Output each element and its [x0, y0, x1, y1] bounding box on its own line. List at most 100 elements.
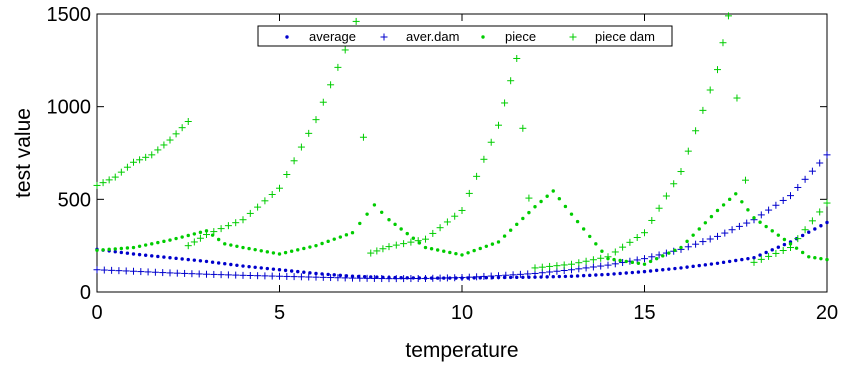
- series-0-point: [819, 224, 822, 227]
- series-0-point: [691, 265, 694, 268]
- series-2-point: [783, 238, 786, 241]
- legend-label: average: [309, 29, 356, 44]
- series-0-point: [570, 275, 573, 278]
- series-0-point: [649, 269, 652, 272]
- series-2-point: [771, 229, 774, 232]
- legend-label: aver.dam: [406, 29, 459, 44]
- series-0-point: [783, 243, 786, 246]
- x-tick-label: 0: [91, 302, 102, 324]
- series-2-point: [777, 233, 780, 236]
- legend-0-point: [285, 35, 288, 38]
- series-0-point: [716, 262, 719, 265]
- series-2-point: [801, 251, 804, 254]
- series-2-point: [387, 218, 390, 221]
- series-2-point: [655, 257, 658, 260]
- series-2-point: [412, 237, 415, 240]
- series-2-point: [545, 195, 548, 198]
- series-0-point: [272, 267, 275, 270]
- series-0-point: [199, 259, 202, 262]
- series-2-point: [722, 203, 725, 206]
- series-2-point: [576, 220, 579, 223]
- series-2-point: [661, 254, 664, 257]
- series-0-point: [290, 269, 293, 272]
- series-0-point: [618, 272, 621, 275]
- series-0-point: [698, 264, 701, 267]
- series-0-point: [515, 276, 518, 279]
- y-axis-label: test value: [12, 108, 35, 198]
- series-2-point: [223, 242, 226, 245]
- series-0-point: [132, 252, 135, 255]
- series-2-point: [120, 247, 123, 250]
- series-2-point: [290, 250, 293, 253]
- series-0-point: [284, 269, 287, 272]
- x-tick-label: 20: [816, 302, 838, 324]
- series-2-point: [825, 258, 828, 261]
- series-2-point: [107, 248, 110, 251]
- series-2-point: [570, 212, 573, 215]
- series-2-point: [199, 231, 202, 234]
- series-2-point: [752, 216, 755, 219]
- series-2-point: [126, 246, 129, 249]
- series-2-point: [241, 246, 244, 249]
- series-2-point: [807, 255, 810, 258]
- series-0-point: [412, 276, 415, 279]
- series-2-point: [618, 259, 621, 262]
- series-0-point: [333, 273, 336, 276]
- series-0-point: [521, 276, 524, 279]
- series-2-point: [612, 258, 615, 261]
- series-2-point: [454, 252, 457, 255]
- series-2-point: [296, 248, 299, 251]
- series-2-point: [679, 246, 682, 249]
- series-2-point: [144, 243, 147, 246]
- series-2-point: [685, 240, 688, 243]
- series-0-point: [174, 257, 177, 260]
- series-0-point: [746, 257, 749, 260]
- series-0-point: [211, 260, 214, 263]
- series-0-point: [217, 261, 220, 264]
- series-0-point: [588, 274, 591, 277]
- series-2-point: [588, 235, 591, 238]
- series-2-point: [320, 242, 323, 245]
- series-0-point: [247, 265, 250, 268]
- series-2-point: [728, 198, 731, 201]
- series-2-point: [229, 243, 232, 246]
- series-2-point: [691, 233, 694, 236]
- series-2-point: [600, 250, 603, 253]
- series-2-point: [284, 251, 287, 254]
- series-2-point: [156, 241, 159, 244]
- series-2-point: [442, 250, 445, 253]
- series-0-point: [266, 267, 269, 270]
- series-2-point: [764, 225, 767, 228]
- series-2-point: [345, 233, 348, 236]
- series-2-point: [95, 249, 98, 252]
- series-2-point: [509, 229, 512, 232]
- series-2-point: [466, 251, 469, 254]
- series-2-point: [373, 203, 376, 206]
- series-2-point: [436, 248, 439, 251]
- series-2-point: [667, 251, 670, 254]
- series-0-point: [655, 269, 658, 272]
- series-0-point: [685, 265, 688, 268]
- x-tick-label: 5: [274, 302, 285, 324]
- series-0-point: [576, 274, 579, 277]
- series-2-point: [217, 238, 220, 241]
- series-0-point: [162, 255, 165, 258]
- series-2-point: [399, 227, 402, 230]
- series-0-point: [150, 254, 153, 257]
- series-2-point: [247, 247, 250, 250]
- series-2-point: [673, 249, 676, 252]
- series-0-point: [120, 251, 123, 254]
- series-0-point: [278, 268, 281, 271]
- series-0-point: [229, 263, 232, 266]
- series-2-point: [308, 245, 311, 248]
- y-tick-label: 1500: [47, 4, 92, 26]
- series-0-point: [187, 258, 190, 261]
- series-2-point: [101, 248, 104, 251]
- series-2-point: [393, 223, 396, 226]
- series-0-point: [138, 253, 141, 256]
- series-0-point: [625, 271, 628, 274]
- series-2-point: [253, 248, 256, 251]
- series-0-point: [126, 252, 129, 255]
- series-2-point: [479, 247, 482, 250]
